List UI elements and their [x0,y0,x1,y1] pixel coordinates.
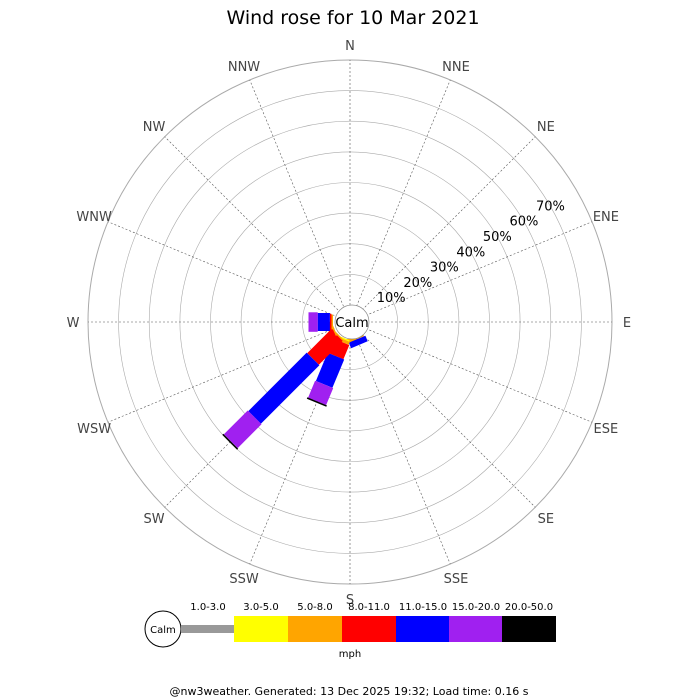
spoke-nne [356,79,451,307]
direction-label-wsw: WSW [77,422,111,437]
direction-label-w: W [67,316,80,331]
percent-label: 10% [377,291,406,306]
percent-label: 20% [403,276,432,291]
legend-label-8.0-11.0: 8.0-11.0 [348,602,390,613]
direction-label-nne: NNE [442,60,470,75]
spoke-ese [365,328,593,423]
legend-unit-label: mph [339,649,361,660]
direction-label-nw: NW [143,120,166,135]
percent-label: 70% [536,199,565,214]
bar-sse-11.0-15.0 [348,335,368,349]
legend-swatch-3.0-5.0 [234,616,288,642]
legend-swatch-15.0-20.0 [449,616,503,642]
legend-swatch-5.0-8.0 [288,616,342,642]
bar-sw-8.0-11.0 [307,329,343,365]
grid-ring [210,182,490,462]
bar-w-5.0-8.0 [331,314,333,330]
direction-labels: N NNE NE ENE E ESE SE SSE S SSW SW WSW W WNW NW NNW [67,39,632,608]
direction-label-wnw: WNW [76,210,112,225]
spoke-se [361,333,536,508]
direction-label-sse: SSE [444,572,469,587]
direction-label-e: E [623,316,631,331]
footer-text: @nw3weather. Generated: 13 Dec 2025 19:3… [170,685,529,698]
percent-label: 30% [430,261,459,276]
legend-calm-label: Calm [150,625,176,636]
percent-label: 60% [509,215,538,230]
spoke-wsw [107,328,335,423]
direction-label-ssw: SSW [229,572,259,587]
direction-label-n: N [345,39,355,54]
wind-bars [222,312,368,450]
direction-label-nnw: NNW [228,60,260,75]
legend-label-5.0-8.0: 5.0-8.0 [297,602,332,613]
grid-ring [302,274,398,370]
legend-label-15.0-20.0: 15.0-20.0 [452,602,500,613]
bar-w-15.0-20.0 [308,312,318,332]
legend-swatch-20.0-50.0 [502,616,556,642]
legend-label-1.0-3.0: 1.0-3.0 [190,602,225,613]
percent-label: 50% [483,230,512,245]
bar-w-11.0-15.0 [317,313,330,331]
bar-ssw-11.0-15.0 [315,352,345,388]
spoke-sse [356,337,451,565]
legend-label-20.0-50.0: 20.0-50.0 [505,602,553,613]
bar-sw-11.0-15.0 [248,352,320,424]
grid-ring [148,120,552,524]
spoke-nw [164,136,339,311]
legend-label-3.0-5.0: 3.0-5.0 [243,602,278,613]
calm-label: Calm [335,316,368,331]
grid-ring [118,90,582,554]
direction-label-ne: NE [537,120,555,135]
grid-ring [240,212,460,432]
bar-sw-20.0-50.0 [222,433,239,450]
bar-sw-15.0-20.0 [223,410,262,449]
direction-label-ese: ESE [594,422,619,437]
legend-swatch-8.0-11.0 [342,616,396,642]
chart-title: Wind rose for 10 Mar 2021 [226,7,479,29]
percent-labels: 10%20%30%40%50%60%70% [377,199,565,306]
legend-swatch-11.0-15.0 [396,616,450,642]
bar-ssw-20.0-50.0 [306,397,327,407]
legend-label-11.0-15.0: 11.0-15.0 [399,602,447,613]
percent-label: 40% [456,245,485,260]
direction-label-ene: ENE [593,210,619,225]
spoke-wnw [107,221,335,316]
spoke-ne [361,136,536,311]
spoke-nnw [249,79,344,307]
bar-w-8.0-11.0 [329,313,332,331]
direction-label-sw: SW [144,512,165,527]
bar-ssw-15.0-20.0 [308,380,334,406]
direction-label-se: SE [538,512,554,527]
spoke-ene [365,221,593,316]
direction-label-s: S [346,593,354,608]
calm-circle: Calm [334,304,370,340]
legend-swatch-1.0-3.0 [181,625,235,633]
speed-legend: Calm mph 1.0-3.0 3.0-5.0 5.0-8.0 8.0-11.0 11… [144,602,556,660]
